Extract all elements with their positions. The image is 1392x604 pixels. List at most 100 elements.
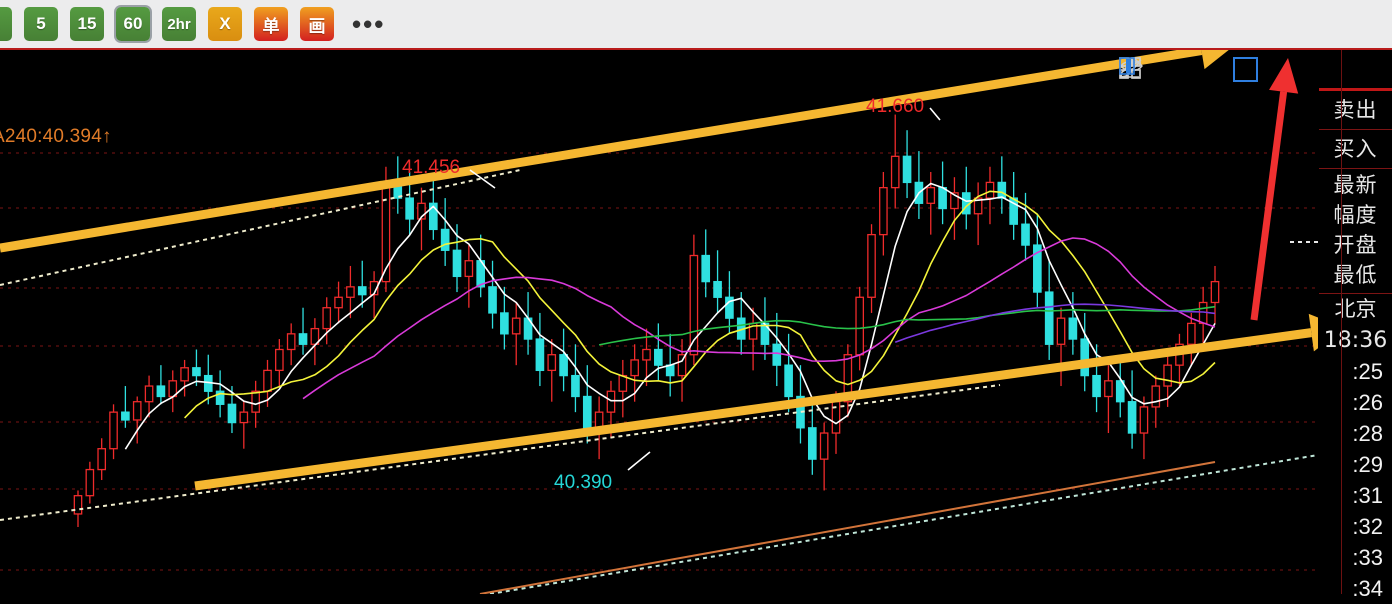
more-options-icon[interactable]: ••• [352, 9, 386, 39]
candle-body [144, 385, 154, 403]
candle-body [369, 280, 379, 296]
candle-body [417, 202, 426, 220]
ma5-line [124, 182, 1216, 450]
mid-dotted-trendline [0, 384, 1001, 521]
price-mid-label: 41.456 [402, 157, 461, 178]
candle-body [1080, 338, 1090, 377]
candle-body [950, 192, 959, 210]
candlestick-series [73, 114, 1220, 528]
candle-body [85, 468, 95, 497]
candle-body [997, 181, 1007, 199]
indicator-x[interactable]: X [208, 7, 242, 41]
candle-body [701, 254, 711, 283]
candle-body [535, 338, 545, 372]
candle-body [879, 186, 888, 236]
candle-body [665, 364, 675, 377]
candle-body [843, 354, 853, 403]
candle-body [346, 286, 355, 298]
bullish-forecast-arrow-shaft [1250, 91, 1288, 321]
candle-body [594, 411, 604, 429]
candle-body [973, 197, 983, 215]
buy-button[interactable]: 买入 [1319, 129, 1392, 168]
time-tick: :32 [1352, 514, 1383, 539]
candle-body [121, 411, 130, 421]
split-panel-icon[interactable] [1119, 57, 1258, 82]
timeframe-2hr[interactable]: 2hr [162, 7, 196, 41]
candle-body [689, 254, 699, 356]
candle-body [251, 390, 260, 413]
candle-body [405, 197, 414, 220]
time-tick: :26 [1352, 390, 1383, 415]
candle-body [855, 296, 865, 356]
grid-layout-icon[interactable] [1119, 57, 1220, 82]
candle-body [1151, 385, 1161, 408]
candle-body [511, 317, 521, 335]
timeframe-15[interactable]: 15 [70, 7, 104, 41]
candle-body [807, 427, 817, 460]
candle-body [926, 186, 936, 204]
timeframe-1[interactable]: 1 [0, 7, 12, 41]
candle-body [500, 312, 509, 335]
clock-city: 北京 [1334, 297, 1377, 321]
single-mode[interactable]: 单 [254, 7, 288, 41]
candle-body [571, 374, 580, 398]
candle-body [1021, 223, 1030, 246]
candle-body [725, 296, 734, 319]
bullish-forecast-arrow-head [1269, 58, 1299, 94]
quote-field: 最低 [1333, 263, 1378, 287]
time-tick: :25 [1352, 359, 1383, 384]
price-low-label: 40.390 [554, 472, 613, 493]
candle-body [73, 495, 83, 515]
candle-body [713, 280, 722, 298]
ma20-line [302, 237, 1216, 400]
candle-body [1044, 291, 1054, 345]
annotation-leader-0 [469, 169, 496, 189]
ma10-line [184, 190, 1216, 419]
ma240-line [894, 303, 1216, 344]
quote-field-list: 最新 幅度 开盘 最低 [1319, 168, 1392, 293]
channel-upper-arrow-head [1201, 50, 1229, 70]
candle-body [1139, 406, 1149, 434]
candle-body [97, 448, 107, 471]
candle-body [1056, 317, 1066, 345]
candle-body [156, 385, 166, 398]
candle-body [322, 307, 332, 330]
annotation-leader-1 [627, 451, 651, 471]
price-chart[interactable]: A240:40.394↑ [0, 50, 1318, 594]
candle-body [938, 186, 947, 210]
candle-body [298, 333, 308, 345]
timeframe-toolbar: 15 15 60 2hr X单画 ••• [0, 0, 1392, 50]
pencil-icon[interactable] [1119, 57, 1182, 82]
candle-body [286, 333, 296, 351]
lower-orange-trendline [479, 461, 1216, 594]
candle-body [239, 411, 249, 424]
timeframe-60[interactable]: 60 [116, 7, 150, 41]
candle-body [464, 260, 474, 278]
candle-body [867, 233, 876, 298]
annotation-leader-2 [929, 107, 941, 121]
price-high-label: 41.660 [866, 96, 925, 117]
candle-body [1210, 280, 1220, 304]
sell-button[interactable]: 卖出 [1319, 88, 1392, 129]
quote-field: 开盘 [1333, 233, 1378, 257]
candle-body [1092, 374, 1101, 398]
candle-body [606, 390, 616, 413]
draw-mode[interactable]: 画 [300, 7, 334, 41]
candle-body [1186, 322, 1196, 345]
candle-body [452, 249, 462, 278]
candle-body [132, 401, 142, 421]
candle-body [618, 374, 628, 392]
time-tick: :33 [1352, 545, 1383, 570]
candle-body [1115, 380, 1125, 403]
quote-field: 幅度 [1333, 203, 1378, 227]
clock-time: 18:36 [1323, 328, 1388, 353]
time-tick: :28 [1352, 421, 1383, 446]
candle-body [890, 155, 900, 189]
quote-field: 最新 [1333, 173, 1378, 197]
lower-dotted-trendline [489, 454, 1318, 594]
candle-body [1033, 244, 1042, 293]
timeframe-5[interactable]: 5 [24, 7, 58, 41]
candle-body [1127, 401, 1137, 434]
candle-body [381, 181, 391, 283]
